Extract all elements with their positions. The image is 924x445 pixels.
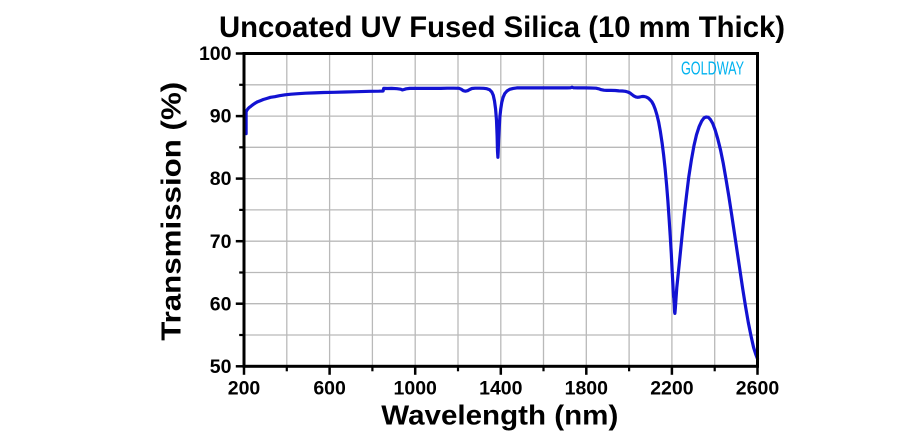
svg-text:Uncoated UV Fused Silica (10 m: Uncoated UV Fused Silica (10 mm Thick) (219, 11, 785, 44)
svg-text:60: 60 (210, 293, 232, 315)
svg-text:90: 90 (210, 106, 232, 128)
svg-text:70: 70 (210, 231, 232, 253)
svg-text:100: 100 (199, 43, 232, 65)
svg-text:50: 50 (210, 356, 232, 378)
svg-text:200: 200 (228, 377, 261, 399)
svg-text:600: 600 (313, 377, 346, 399)
svg-text:1400: 1400 (479, 377, 523, 399)
svg-text:2600: 2600 (736, 377, 780, 399)
svg-text:1000: 1000 (394, 377, 438, 399)
svg-text:GOLDWAY: GOLDWAY (681, 58, 744, 79)
svg-text:1800: 1800 (565, 377, 609, 399)
svg-text:80: 80 (210, 168, 232, 190)
svg-text:2200: 2200 (650, 377, 694, 399)
svg-text:Wavelength (nm): Wavelength (nm) (381, 399, 618, 430)
svg-text:Transmission (%): Transmission (%) (156, 82, 187, 341)
